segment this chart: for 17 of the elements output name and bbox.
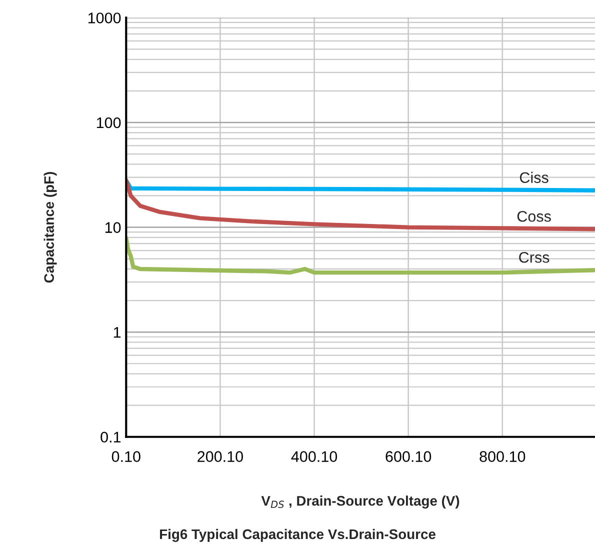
y-tick-label: 100 [96,117,121,128]
y-axis-title: Capacitance (pF) [44,172,57,283]
y-tick-label: 0.1 [100,432,121,443]
series-label: Crss [519,252,550,263]
x-tick-label: 800.10 [480,451,526,462]
x-tick-label: 600.10 [386,451,432,462]
x-tick-label: 0.10 [112,451,140,462]
x-tick-label: 200.10 [198,451,243,462]
caption: Fig6 Typical Capacitance Vs.Drain-Source [160,528,436,542]
series-label: Coss [517,210,551,222]
series-label: Ciss [520,172,548,184]
y-tick-label: 10 [105,222,121,233]
x-tick-label: 400.10 [291,451,338,462]
y-tick-label: 1000 [88,12,121,24]
line-series [126,236,595,275]
x-axis-title: V$_{DS}$ , Drain-Source Voltage (V) [261,496,460,509]
y-tick-label: 1 [114,327,121,338]
